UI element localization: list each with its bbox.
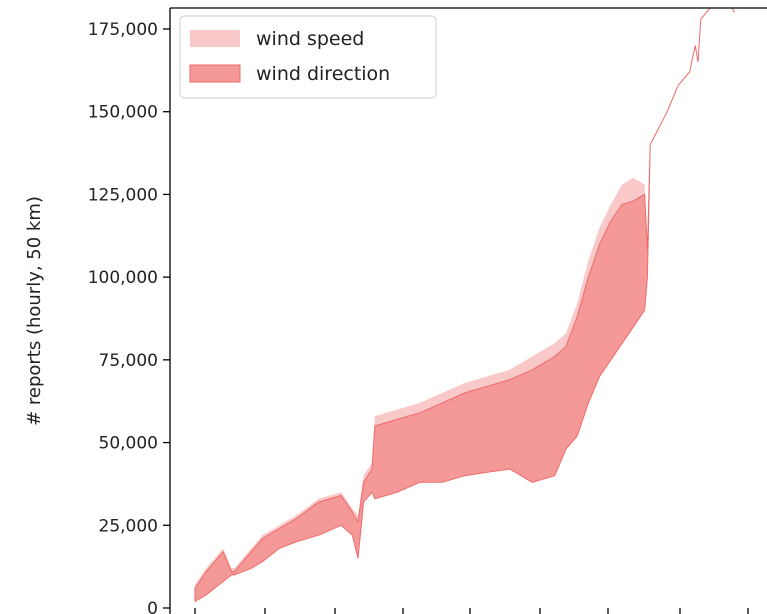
ticks-layer: 0 25,000 50,000 75,000 100,000 125,000 150,000…: [88, 20, 749, 614]
legend-swatch-wind-direction: [189, 64, 241, 83]
y-tick-label: 25,000: [99, 516, 158, 536]
legend-swatch-wind-speed: [190, 30, 240, 47]
y-tick-label: 100,000: [88, 268, 158, 288]
y-tick-label: 125,000: [88, 185, 158, 205]
series-layer: [194, 8, 735, 603]
legend: wind speed wind direction: [179, 15, 437, 99]
y-tick-label: 175,000: [88, 20, 158, 40]
y-axis-label: # reports (hourly, 50 km): [24, 196, 45, 426]
axes-layer: [169, 7, 767, 614]
y-tick-label: 0: [147, 599, 158, 614]
legend-box: [179, 15, 437, 99]
legend-label-wind-speed: wind speed: [256, 28, 364, 50]
legend-label-wind-direction: wind direction: [256, 63, 390, 85]
y-tick-label: 75,000: [99, 351, 158, 371]
series-band-wind-direction: [194, 8, 735, 603]
y-tick-label: 150,000: [88, 103, 158, 123]
y-tick-label: 50,000: [99, 434, 158, 454]
